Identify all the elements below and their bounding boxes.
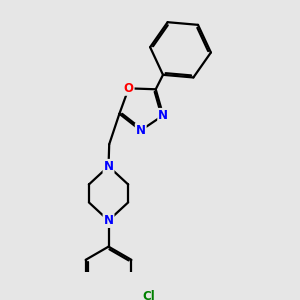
- Text: N: N: [103, 160, 113, 173]
- Text: O: O: [124, 82, 134, 95]
- Text: Cl: Cl: [143, 290, 155, 300]
- Text: N: N: [136, 124, 146, 137]
- Text: N: N: [103, 214, 113, 227]
- Text: N: N: [158, 109, 168, 122]
